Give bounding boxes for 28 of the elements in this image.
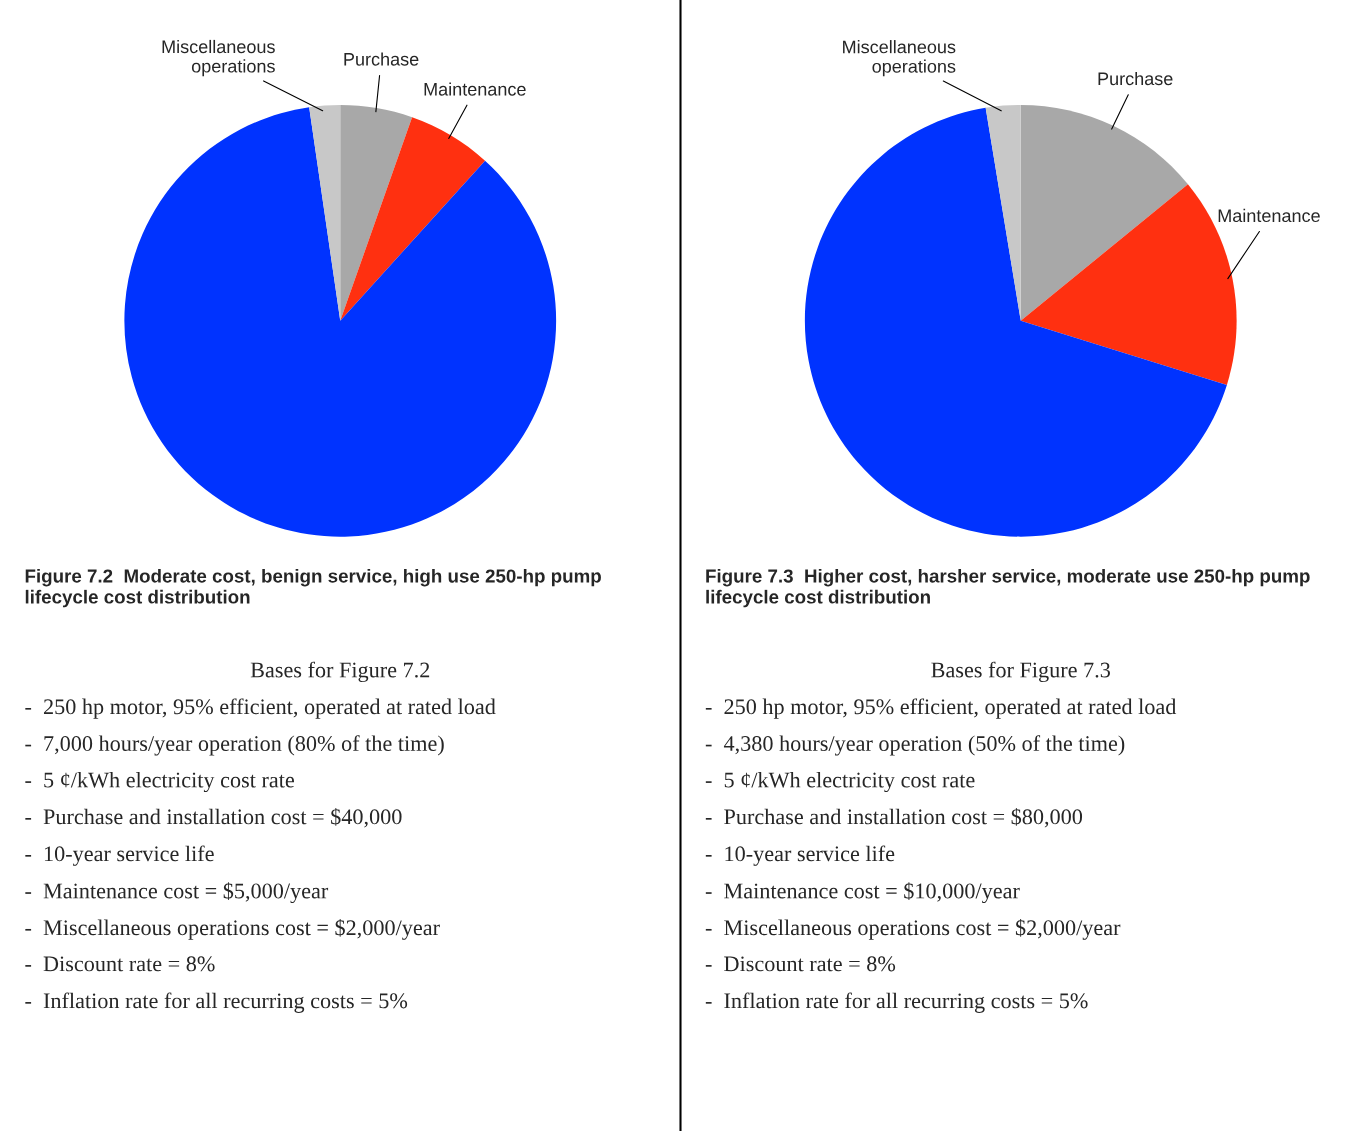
text: - Maintenance cost = $5,000/year: [25, 882, 329, 904]
text: - Discount rate = 8%: [705, 956, 896, 972]
slice-label: Purchase: [344, 52, 419, 66]
text: - Purchase and installation cost = $40,000: [25, 807, 402, 828]
slice-label: Miscellaneous operations: [843, 40, 956, 77]
text: - 7,000 hours/year operation (80% of the time): [25, 735, 444, 756]
text: Figure 7.3 Higher cost, harsher service, moderate use 250-hp pump lifecycle cost distribution: [706, 568, 1310, 608]
text: - Inflation rate for all recurring costs = 5%: [25, 992, 408, 1013]
slice-label: Maintenance: [1218, 208, 1320, 223]
text: - Discount rate = 8%: [25, 956, 215, 972]
text: - 4,380 hours/year operation (50% of the time): [705, 735, 1125, 756]
slice-label: Maintenance: [424, 82, 526, 96]
text: - 10-year service life: [25, 845, 214, 866]
text: - 5 ¢/kWh electricity cost rate: [25, 771, 294, 793]
text: - 5 ¢/kWh electricity cost rate: [705, 771, 975, 793]
text: - Inflation rate for all recurring costs = 5%: [705, 992, 1088, 1013]
text: - Purchase and installation cost = $80,000: [705, 807, 1083, 828]
slice-label: Purchase: [1098, 71, 1173, 86]
text: - 250 hp motor, 95% efficient, operated at rated load: [25, 698, 496, 719]
text: Bases for Figure 7.2: [250, 661, 430, 683]
text: - 10-year service life: [705, 845, 895, 866]
text: - Maintenance cost = $10,000/year: [705, 882, 1020, 904]
slice-label: Miscellaneous operations: [162, 39, 275, 77]
text: Bases for Figure 7.3: [931, 661, 1110, 683]
text: - 250 hp motor, 95% efficient, operated at rated load: [705, 698, 1177, 719]
text: - Miscellaneous operations cost = $2,000/year: [705, 918, 1121, 940]
text: Figure 7.2 Moderate cost, benign service, high use 250-hp pump lifecycle cost distribution: [25, 568, 601, 608]
text: - Miscellaneous operations cost = $2,000/year: [25, 918, 440, 940]
